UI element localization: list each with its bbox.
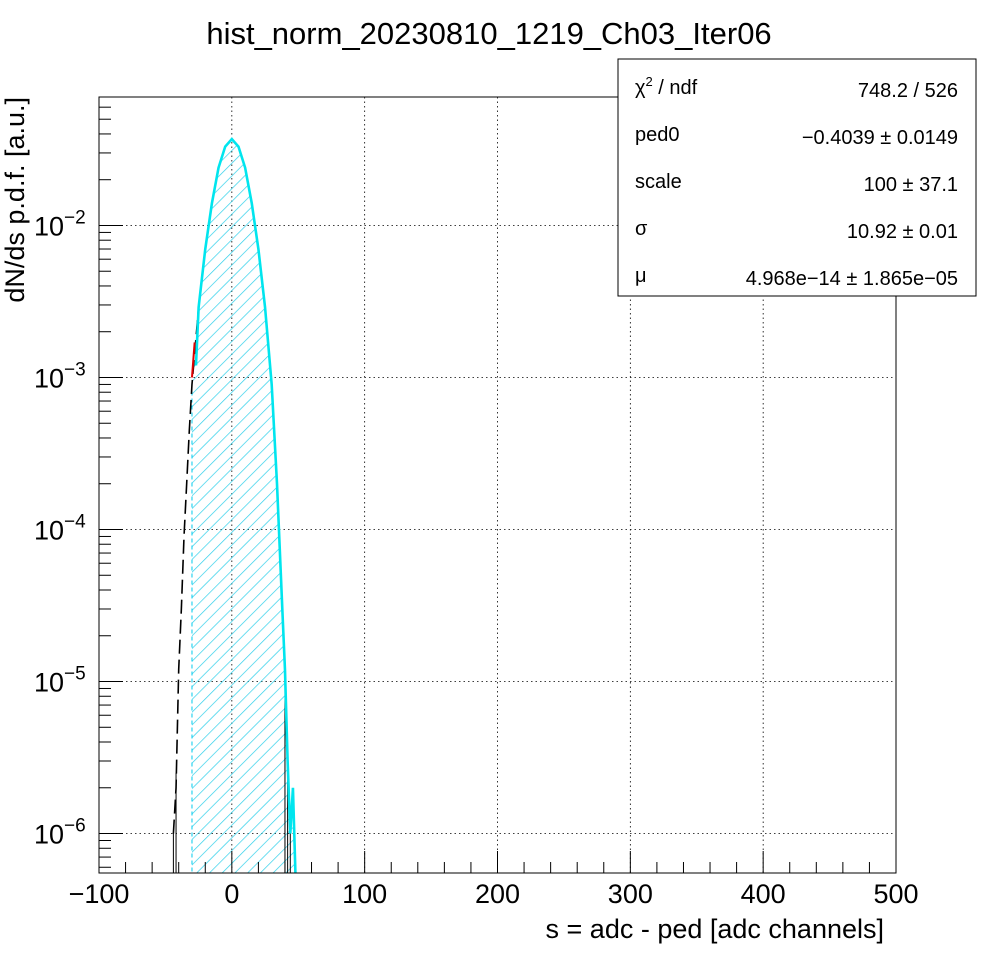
- stats-row-label: σ: [635, 218, 648, 240]
- y-tick-label: 10−6: [34, 816, 86, 850]
- fit-curve: [194, 137, 297, 873]
- fit-region-hatch: [191, 139, 296, 873]
- y-tick-label: 10−3: [34, 359, 86, 393]
- x-tick-label: 500: [873, 879, 918, 909]
- x-tick-label: 200: [475, 879, 520, 909]
- y-tick-label: 10−2: [34, 207, 86, 241]
- stats-row-value: 10.92 ± 0.01: [847, 221, 958, 243]
- fit-stats-box: χ2 / ndf 748.2 / 526 ped0 −0.4039 ± 0.0149 s…: [617, 58, 977, 297]
- x-tick-label: 400: [741, 879, 786, 909]
- stats-row-value: 100 ± 37.1: [864, 174, 958, 196]
- stats-row-label: χ2 / ndf: [635, 74, 698, 99]
- stats-row-label: scale: [635, 171, 682, 193]
- x-tick-label: 0: [224, 879, 239, 909]
- plot-area: [172, 137, 297, 873]
- x-tick-label: 300: [608, 879, 653, 909]
- stats-row-value: 748.2 / 526: [858, 80, 958, 102]
- y-tick-label: 10−5: [34, 664, 86, 698]
- x-tick-label: 100: [342, 879, 387, 909]
- fit-curve-red: [190, 342, 196, 378]
- stats-box-frame: [617, 58, 977, 297]
- stats-row-value: 4.968e−14 ± 1.865e−05: [746, 268, 958, 290]
- x-axis-label: s = adc - ped [adc channels]: [546, 914, 884, 944]
- stats-row-label: μ: [635, 265, 647, 287]
- chart-title: hist_norm_20230810_1219_Ch03_Iter06: [206, 16, 771, 51]
- stats-row-label: ped0: [635, 124, 680, 146]
- x-tick-label: −100: [69, 879, 130, 909]
- y-axis-label: dN/ds p.d.f. [a.u.]: [0, 97, 30, 303]
- y-tick-label: 10−4: [34, 511, 86, 545]
- axis-ticks: −100 0 100 200 300 400 500 10−6 10−5 10−4 10−3 10−2: [34, 96, 919, 909]
- stats-row-value: −0.4039 ± 0.0149: [802, 127, 958, 149]
